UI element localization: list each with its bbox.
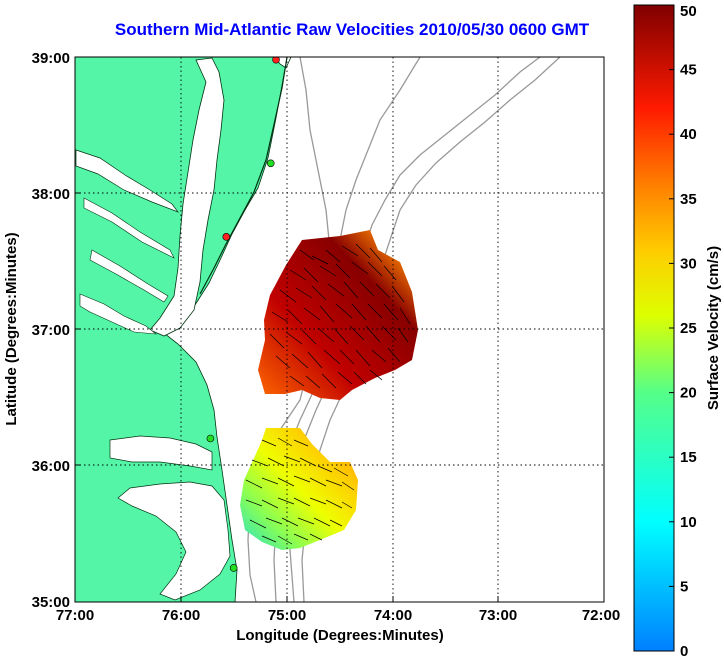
radar-station-marker: [272, 57, 280, 64]
grid-lines: [75, 57, 604, 602]
river-rappahannock: [83, 197, 175, 259]
colorbar-tick-label: 45: [680, 62, 697, 79]
tick-marks: [75, 192, 499, 602]
velocity-field-north: [258, 230, 418, 400]
colorbar-tick-label: 0: [680, 643, 688, 659]
colorbar-tick-label: 40: [680, 126, 697, 143]
river-york: [89, 249, 169, 303]
colorbar-tick-label: 35: [680, 191, 697, 208]
x-tick-label: 77:00: [56, 607, 94, 624]
colorbar-tick-label: 25: [680, 320, 697, 337]
radar-station-marker: [222, 233, 231, 241]
colorbar-tick-label: 20: [680, 385, 697, 402]
colorbar-tick-label: 5: [680, 578, 688, 595]
velocity-vectors-south: [245, 437, 355, 545]
delmarva-shore: [199, 57, 288, 295]
radar-stations: [206, 57, 280, 572]
x-tick-label: 72:00: [582, 607, 620, 624]
colorbar-label: Surface Velocity (cm/s): [705, 246, 722, 410]
colorbar-tick-label: 30: [680, 255, 697, 272]
y-tick-label: 37:00: [32, 322, 70, 339]
colorbar-ticks: 0 5 10 15 20 25 30 35 40 45 50: [669, 3, 697, 659]
y-tick-label: 39:00: [32, 50, 70, 67]
x-tick-label: 73:00: [479, 607, 517, 624]
albemarle-sound: [109, 435, 213, 471]
pamlico-sound: [117, 481, 231, 601]
x-axis-label: Longitude (Degrees:Minutes): [236, 627, 444, 644]
chesapeake-bay: [149, 57, 225, 337]
x-tick-label: 75:00: [268, 607, 306, 624]
y-axis-label: Latitude (Degrees:Minutes): [3, 232, 20, 425]
x-tick-label: 74:00: [374, 607, 412, 624]
colorbar: [633, 4, 675, 652]
colorbar-tick-label: 10: [680, 514, 697, 531]
y-tick-label: 35:00: [32, 594, 70, 611]
radar-station-marker: [229, 564, 238, 572]
chart-title: Southern Mid-Atlantic Raw Velocities 201…: [114, 20, 590, 39]
colorbar-tick-label: 50: [680, 3, 697, 20]
radar-station-marker: [206, 434, 215, 443]
radar-station-marker: [266, 159, 275, 168]
river-james: [79, 293, 157, 335]
x-tick-label: 76:00: [162, 607, 200, 624]
colorbar-tick-label: 15: [680, 449, 697, 466]
velocity-vectors-north: [269, 243, 411, 389]
y-tick-label: 36:00: [32, 458, 70, 475]
potomac-river: [75, 149, 180, 213]
y-tick-label: 38:00: [32, 186, 70, 203]
